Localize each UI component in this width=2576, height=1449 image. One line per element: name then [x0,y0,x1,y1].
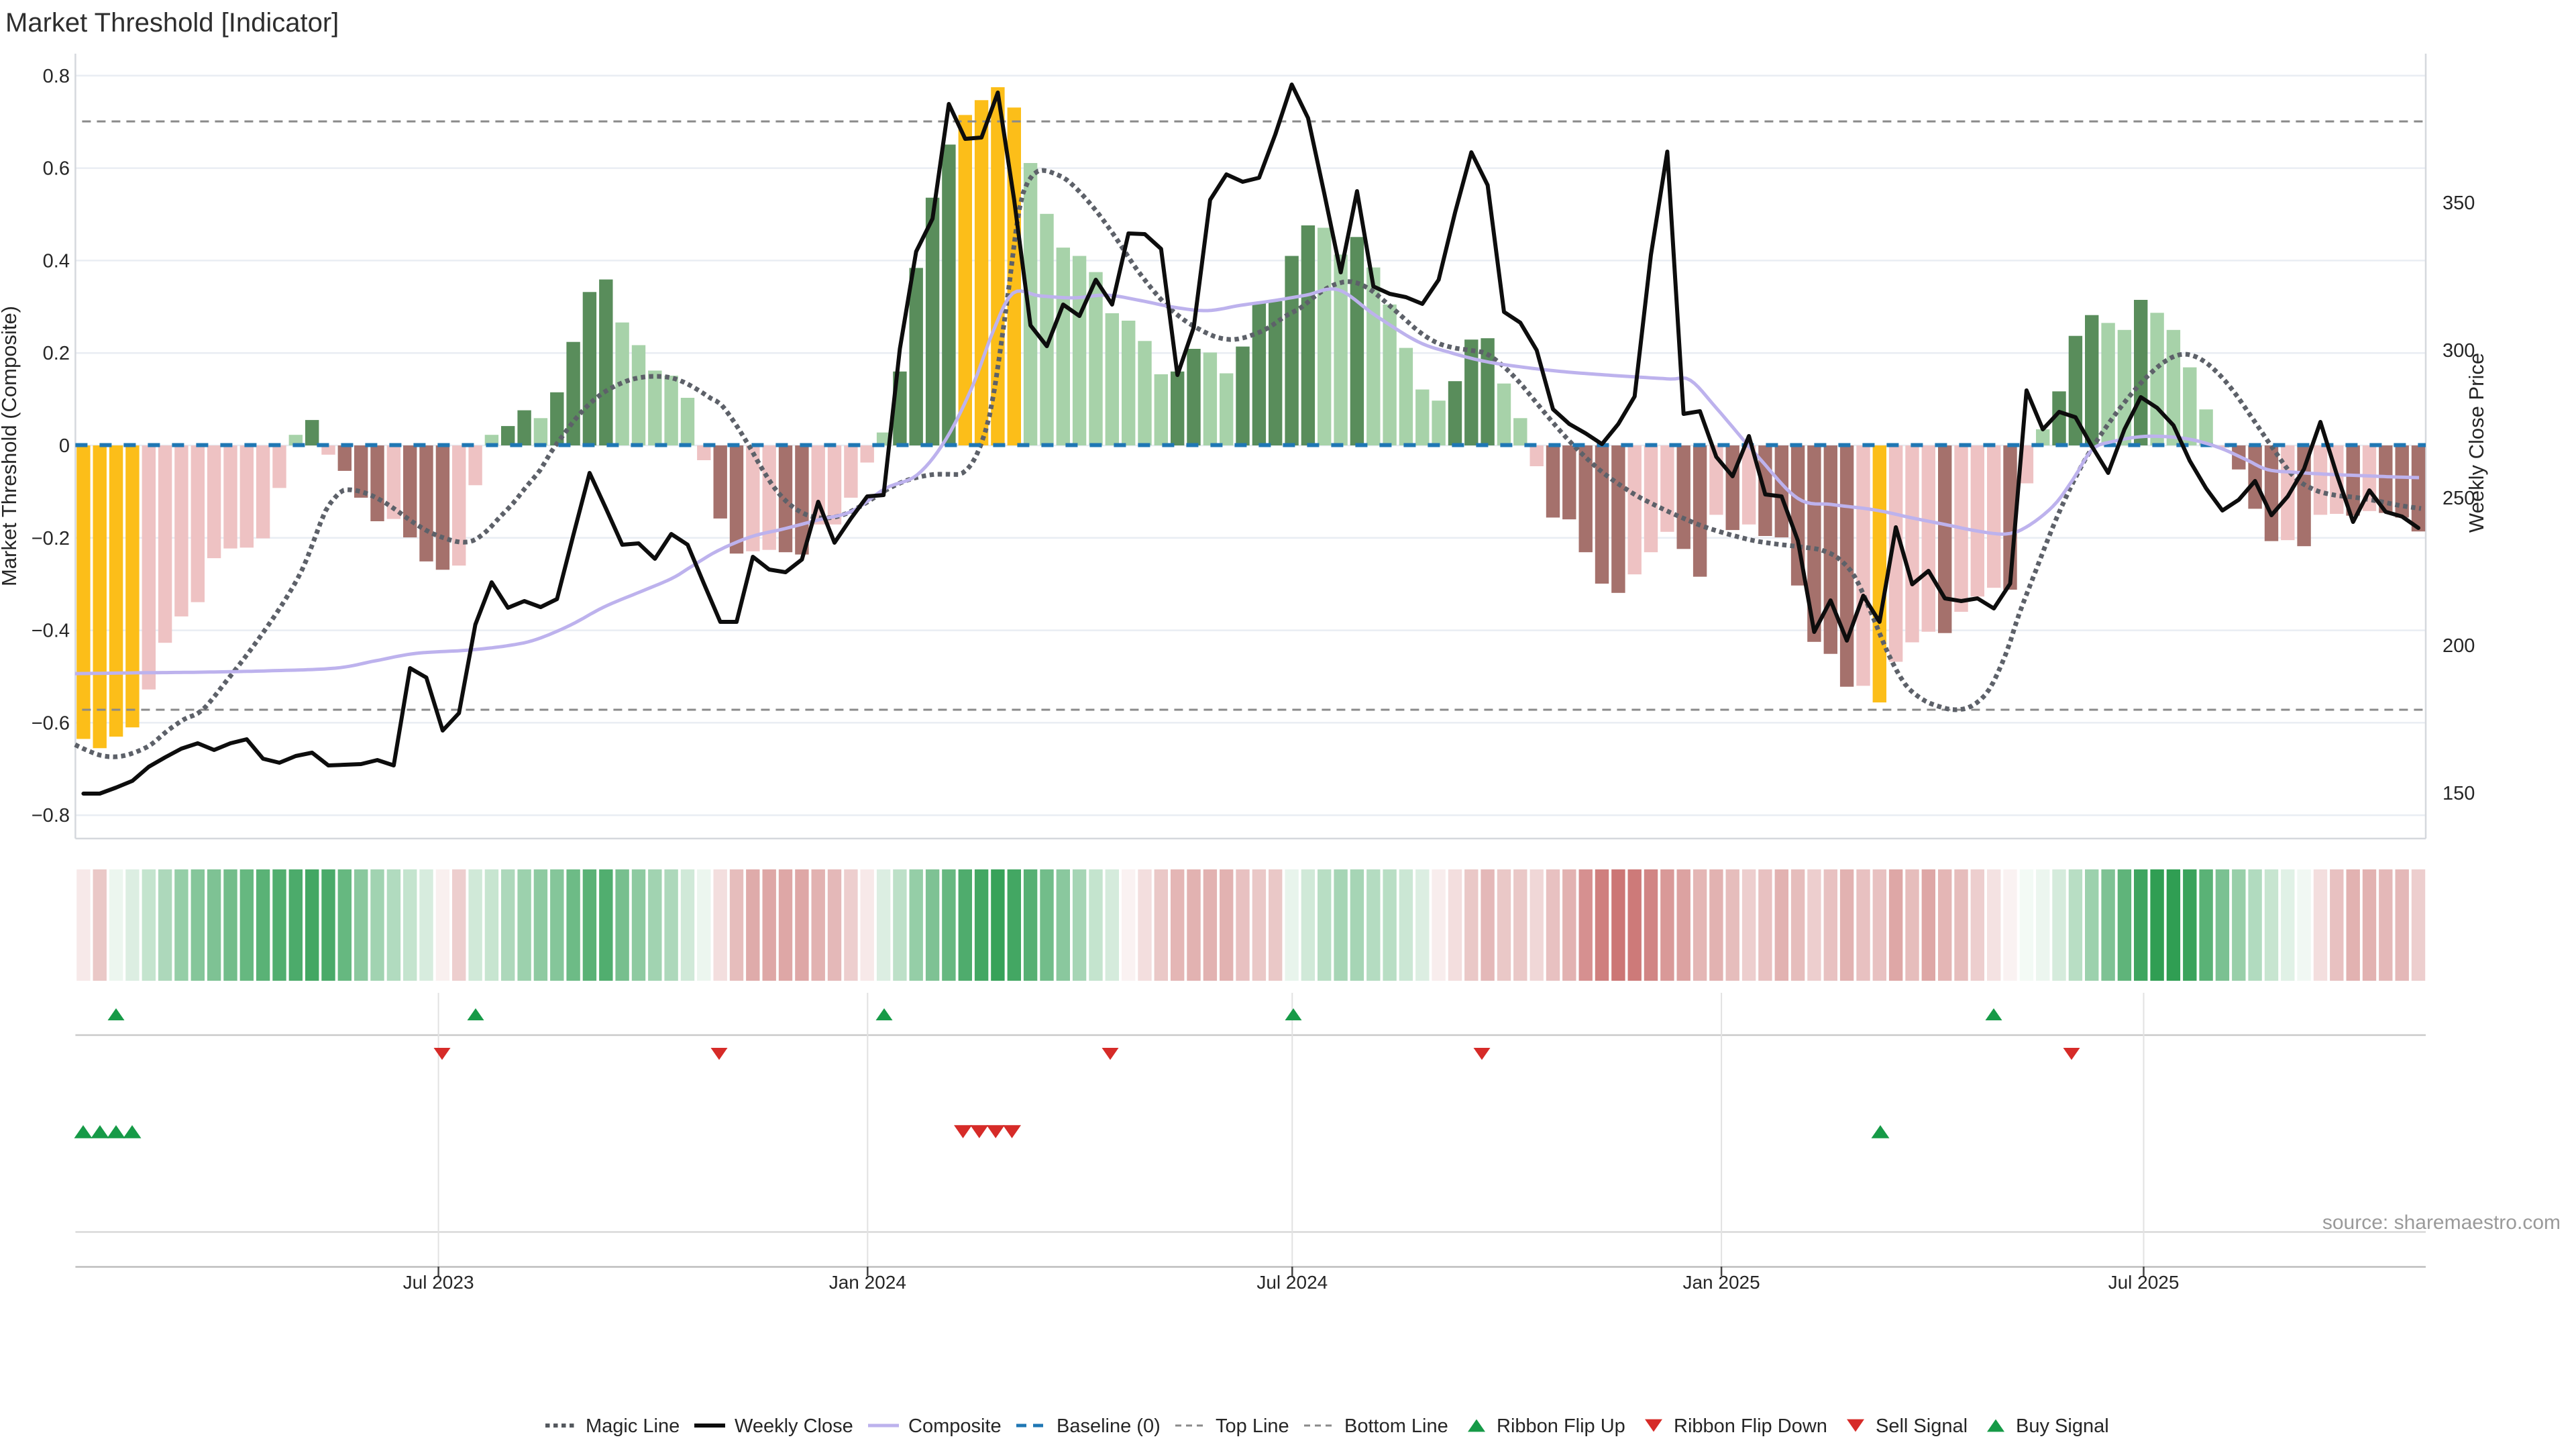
svg-text:Magic Line: Magic Line [586,1415,680,1437]
svg-text:Sell Signal: Sell Signal [1876,1415,1968,1437]
svg-text:Jul 2024: Jul 2024 [1256,1272,1328,1293]
svg-text:Top Line: Top Line [1216,1415,1289,1437]
svg-text:0.6: 0.6 [43,158,70,180]
svg-text:Bottom Line: Bottom Line [1344,1415,1448,1437]
svg-text:−0.8: −0.8 [32,805,70,826]
svg-text:−0.2: −0.2 [32,528,70,549]
svg-text:Market Threshold (Composite): Market Threshold (Composite) [0,306,21,586]
svg-text:−0.4: −0.4 [32,621,70,642]
svg-text:Jul 2023: Jul 2023 [403,1272,474,1293]
svg-text:−0.6: −0.6 [32,712,70,734]
svg-text:Market Threshold [Indicator]: Market Threshold [Indicator] [5,8,339,38]
svg-text:300: 300 [2443,340,2475,362]
svg-text:0.2: 0.2 [43,343,70,364]
svg-text:250: 250 [2443,488,2475,509]
svg-text:Composite: Composite [908,1415,1002,1437]
svg-text:Buy Signal: Buy Signal [2016,1415,2109,1437]
svg-text:0: 0 [59,435,70,457]
svg-text:0.8: 0.8 [43,66,70,87]
svg-text:200: 200 [2443,635,2475,657]
svg-text:Weekly Close Price: Weekly Close Price [2465,353,2488,533]
svg-text:Jan 2024: Jan 2024 [829,1272,906,1293]
svg-text:Jul 2025: Jul 2025 [2108,1272,2180,1293]
svg-text:Baseline (0): Baseline (0) [1057,1415,1161,1437]
svg-text:0.4: 0.4 [43,250,70,272]
svg-text:Ribbon Flip Up: Ribbon Flip Up [1497,1415,1625,1437]
svg-text:source: sharemaestro.com: source: sharemaestro.com [2322,1212,2561,1234]
svg-text:Weekly Close: Weekly Close [735,1415,853,1437]
svg-text:Jan 2025: Jan 2025 [1682,1272,1760,1293]
svg-text:150: 150 [2443,783,2475,804]
svg-text:Ribbon Flip Down: Ribbon Flip Down [1674,1415,1827,1437]
svg-text:350: 350 [2443,193,2475,214]
